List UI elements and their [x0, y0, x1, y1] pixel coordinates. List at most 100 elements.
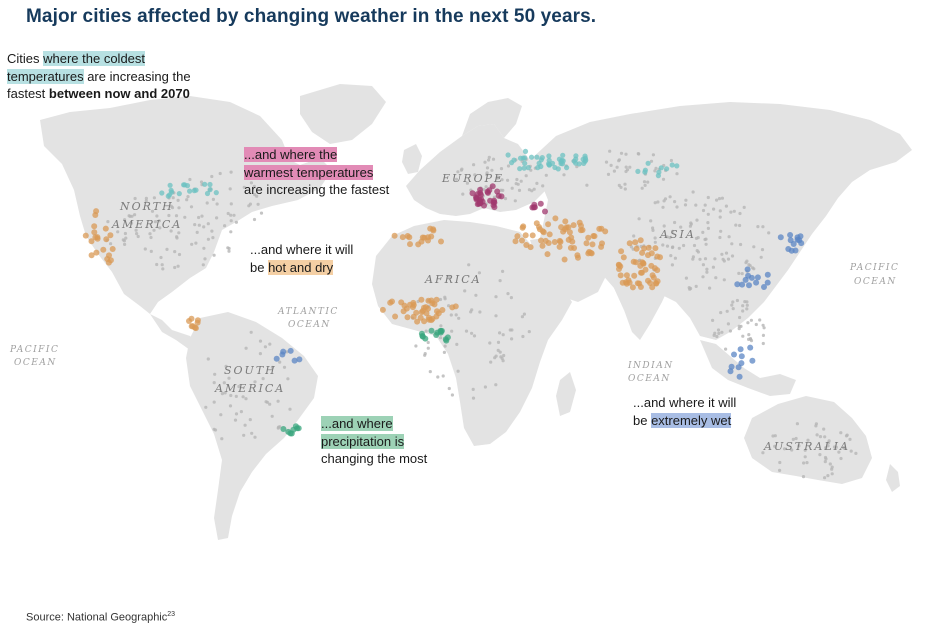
city-dot-other: [703, 203, 707, 207]
city-dot-other: [722, 278, 726, 282]
city-dot-warm: [469, 190, 476, 197]
note-coldest: Cities where the coldest temperatures ar…: [7, 50, 191, 103]
city-dot-dry: [637, 284, 644, 290]
city-dot-other: [826, 444, 830, 448]
source-text: Source: National Geographic: [26, 611, 168, 624]
city-dot-other: [711, 318, 715, 322]
city-dot-other: [761, 323, 765, 327]
city-dot-other: [619, 185, 623, 189]
city-dot-other: [201, 263, 205, 267]
land-greenland: [300, 84, 386, 144]
city-dot-other: [705, 270, 709, 274]
city-dot-cold: [207, 181, 213, 188]
city-dot-other: [490, 168, 494, 172]
city-dot-other: [270, 414, 274, 418]
city-dot-other: [133, 196, 137, 201]
city-dot-other: [135, 232, 139, 236]
city-dot-other: [477, 271, 481, 275]
city-dot-other: [748, 264, 752, 268]
city-dot-dry: [630, 258, 637, 265]
city-dot-dry: [562, 226, 569, 233]
city-dot-other: [143, 247, 147, 251]
city-dot-other: [498, 350, 502, 354]
city-dot-other: [694, 236, 699, 240]
city-dot-other: [454, 313, 458, 317]
city-dot-other: [719, 311, 723, 315]
city-dot-other: [632, 234, 636, 238]
city-dot-other: [123, 242, 127, 246]
city-dot-dry: [533, 220, 540, 227]
label-europe: EUROPE: [441, 172, 504, 185]
city-dot-wet: [792, 247, 799, 254]
city-dot-other: [253, 193, 257, 197]
city-dot-other: [189, 205, 194, 209]
city-dot-other: [715, 198, 719, 202]
city-dot-other: [200, 214, 204, 218]
city-dot-dry: [618, 248, 625, 255]
city-dot-dry: [189, 323, 196, 330]
city-dot-other: [642, 180, 647, 184]
city-dot-other: [173, 250, 177, 254]
city-dot-other: [619, 151, 624, 155]
city-dot-other: [688, 287, 692, 291]
city-dot-dry: [430, 226, 437, 233]
city-dot-other: [471, 396, 476, 400]
city-dot-other: [737, 271, 741, 275]
city-dot-other: [234, 394, 238, 398]
city-dot-other: [767, 231, 771, 235]
map-labels: NORTH AMERICA SOUTH AMERICA EUROPE AFRIC…: [9, 172, 898, 453]
city-dot-other: [491, 157, 496, 161]
city-dot-other: [203, 257, 207, 261]
city-dot-other: [256, 202, 260, 206]
city-dot-other: [651, 228, 655, 232]
source-credit: Source: National Geographic23: [26, 611, 175, 624]
city-dot-cold: [538, 163, 544, 170]
city-dot-other: [849, 449, 853, 453]
city-dot-dry: [438, 238, 444, 245]
city-dot-cold: [538, 157, 544, 163]
city-dot-wet: [296, 356, 303, 363]
land-southeast-asia: [700, 340, 796, 396]
city-dot-other: [212, 381, 216, 385]
note-hot-dry: ...and where it will be hot and dry: [250, 241, 353, 276]
city-dot-cold: [204, 190, 211, 197]
city-dot-dry: [577, 227, 584, 234]
note-hot-dry-highlight: hot and dry: [268, 259, 334, 275]
city-dot-other: [668, 195, 672, 199]
label-atlantic-2: OCEAN: [288, 320, 331, 330]
city-dot-wet: [737, 346, 744, 353]
city-dot-other: [694, 284, 698, 288]
city-dot-other: [698, 257, 702, 261]
note-warmest-post: are increasing the fastest: [244, 182, 390, 197]
city-dot-other: [485, 166, 490, 170]
city-dot-other: [532, 187, 536, 191]
label-south-america-2: AMERICA: [214, 382, 285, 395]
city-dot-dry: [562, 218, 569, 225]
city-dot-other: [740, 272, 744, 276]
city-dot-other: [229, 213, 233, 217]
city-dot-other: [426, 346, 430, 350]
city-dot-other: [144, 199, 148, 203]
city-dot-other: [715, 334, 719, 339]
city-dot-other: [414, 344, 418, 348]
city-dot-dry: [418, 296, 425, 303]
city-dot-other: [494, 383, 498, 387]
city-dot-other: [501, 333, 505, 337]
city-dot-other: [441, 374, 445, 378]
city-dot-other: [665, 235, 669, 239]
city-dot-other: [155, 262, 159, 267]
city-dot-other: [745, 307, 749, 311]
city-dot-other: [197, 223, 201, 227]
label-indian-1: INDIAN: [627, 361, 674, 371]
city-dot-other: [522, 312, 527, 316]
city-dot-other: [824, 457, 828, 461]
label-north-america-1: NORTH: [119, 200, 174, 213]
city-dot-other: [190, 242, 194, 246]
city-dot-other: [742, 205, 746, 209]
city-dot-dry: [588, 250, 595, 257]
city-dot-other: [661, 205, 665, 209]
city-dot-other: [691, 190, 695, 194]
city-dot-other: [149, 235, 153, 240]
city-dot-other: [761, 451, 765, 455]
city-dot-dry: [392, 313, 399, 320]
